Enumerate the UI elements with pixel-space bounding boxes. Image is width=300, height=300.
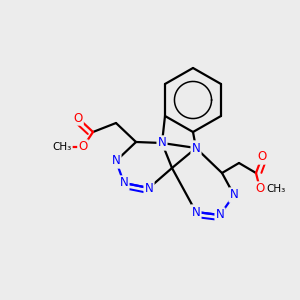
Text: N: N [216, 208, 224, 221]
Text: CH₃: CH₃ [266, 184, 286, 194]
Text: N: N [192, 206, 200, 218]
Text: CH₃: CH₃ [52, 142, 72, 152]
Text: N: N [192, 142, 200, 154]
Text: N: N [158, 136, 166, 149]
Text: N: N [230, 188, 238, 202]
Text: N: N [120, 176, 128, 190]
Text: O: O [74, 112, 82, 124]
Text: O: O [257, 151, 267, 164]
Text: N: N [112, 154, 120, 167]
Text: O: O [255, 182, 265, 196]
Text: O: O [78, 140, 88, 154]
Text: N: N [145, 182, 153, 194]
